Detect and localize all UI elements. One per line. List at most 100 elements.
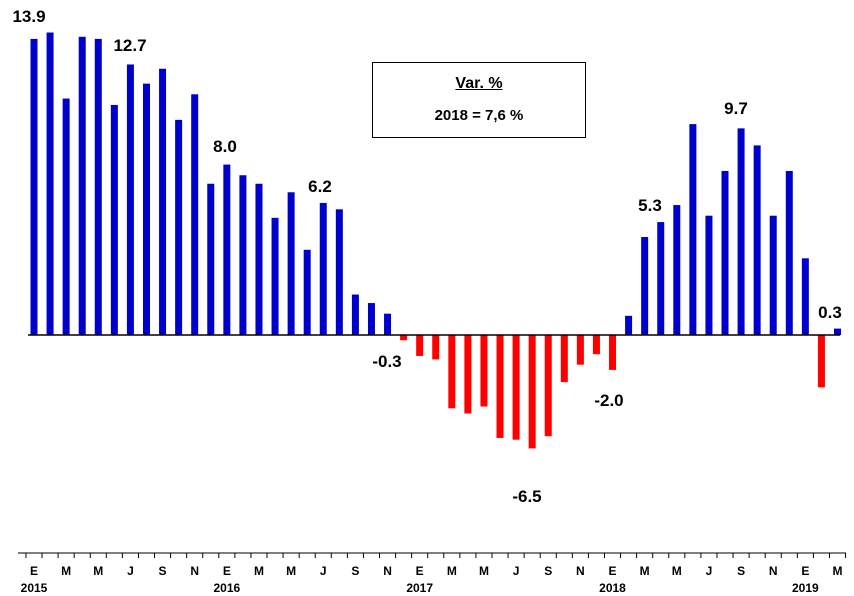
bar xyxy=(448,335,456,409)
bar xyxy=(207,183,215,335)
data-label: 8.0 xyxy=(213,137,237,156)
bar xyxy=(785,170,793,335)
data-label: -2.0 xyxy=(594,391,623,410)
year-label: 2017 xyxy=(406,581,433,595)
bars-group xyxy=(30,32,841,449)
bar xyxy=(351,294,359,335)
bar xyxy=(416,335,424,356)
bar xyxy=(560,335,568,383)
bar xyxy=(271,217,279,335)
bar xyxy=(432,335,440,360)
bar xyxy=(576,335,584,365)
month-tick-label: S xyxy=(544,564,552,578)
bar xyxy=(657,222,665,335)
month-tick-label: M xyxy=(447,564,457,578)
bar xyxy=(689,124,697,336)
bar xyxy=(769,215,777,335)
month-tick-label: J xyxy=(706,564,713,578)
year-label: 2015 xyxy=(21,581,48,595)
bar xyxy=(30,38,38,335)
data-labels-group: 13.9 12.7 8.0 6.2 -0.3 -6.5 -2.0 5.3 9.7 0.3 xyxy=(12,7,841,506)
month-tick-label: E xyxy=(801,564,809,578)
bar xyxy=(287,192,295,335)
bar xyxy=(191,94,199,335)
bar xyxy=(625,315,633,335)
month-tick-label: S xyxy=(351,564,359,578)
bar xyxy=(737,128,745,335)
bar xyxy=(319,202,327,335)
month-tick-label: J xyxy=(320,564,327,578)
bar xyxy=(335,209,343,335)
annotation-subtitle: 2018 = 7,6 % xyxy=(434,107,524,124)
bar xyxy=(303,249,311,335)
month-tick-label: M xyxy=(61,564,71,578)
bar xyxy=(175,119,183,335)
bar xyxy=(142,83,150,335)
month-tick-label: S xyxy=(737,564,745,578)
month-tick-label: J xyxy=(127,564,134,578)
year-label: 2019 xyxy=(792,581,819,595)
bar xyxy=(367,303,375,335)
month-tick-label: M xyxy=(254,564,264,578)
bar xyxy=(496,335,504,438)
data-label: -0.3 xyxy=(372,352,401,371)
bar xyxy=(705,215,713,335)
data-label: 6.2 xyxy=(308,177,332,196)
bar xyxy=(801,258,809,335)
bar xyxy=(239,175,247,335)
month-tick-label: M xyxy=(640,564,650,578)
annotation-title: Var. % xyxy=(455,75,503,92)
month-tick-label: N xyxy=(576,564,585,578)
month-tick-label: M xyxy=(672,564,682,578)
axis-ticks-group xyxy=(25,553,847,558)
bar xyxy=(464,335,472,414)
bar xyxy=(223,164,231,335)
data-label: -6.5 xyxy=(512,487,541,506)
bar xyxy=(384,313,392,335)
month-tick-label: J xyxy=(513,564,520,578)
month-tick-label: N xyxy=(383,564,392,578)
year-labels-group: 2015 2016 2017 2018 2019 xyxy=(21,581,819,595)
bar xyxy=(834,328,841,335)
year-label: 2018 xyxy=(599,581,626,595)
month-tick-label: E xyxy=(30,564,38,578)
month-tick-label: N xyxy=(769,564,778,578)
bar xyxy=(94,38,102,335)
month-tick-label: E xyxy=(416,564,424,578)
month-tick-label: M xyxy=(286,564,296,578)
bar xyxy=(126,64,134,335)
bar xyxy=(592,335,600,355)
month-tick-label: N xyxy=(190,564,199,578)
bar xyxy=(159,68,167,335)
data-label: 12.7 xyxy=(113,36,146,55)
bar xyxy=(817,335,825,388)
bar xyxy=(62,98,70,335)
bar xyxy=(480,335,488,407)
bar xyxy=(544,335,552,437)
bar xyxy=(255,183,263,335)
bar xyxy=(673,205,681,335)
year-label: 2016 xyxy=(213,581,240,595)
bar xyxy=(400,335,408,341)
bar xyxy=(641,237,649,335)
month-tick-label: M xyxy=(479,564,489,578)
month-tick-label: S xyxy=(159,564,167,578)
month-tick-label: M xyxy=(93,564,103,578)
bar xyxy=(110,104,118,335)
bar xyxy=(753,145,761,335)
data-label: 9.7 xyxy=(724,99,748,118)
bar xyxy=(721,170,729,335)
data-label: 13.9 xyxy=(12,7,45,26)
month-tick-label: E xyxy=(609,564,617,578)
bar xyxy=(46,32,54,336)
data-label: 0.3 xyxy=(818,303,842,322)
data-label: 5.3 xyxy=(638,196,662,215)
bar xyxy=(512,335,520,440)
month-tick-label: M xyxy=(833,564,843,578)
annotation-box: Var. % 2018 = 7,6 % xyxy=(372,62,586,138)
bar xyxy=(528,335,536,449)
bar xyxy=(78,36,86,335)
bar xyxy=(609,335,617,370)
